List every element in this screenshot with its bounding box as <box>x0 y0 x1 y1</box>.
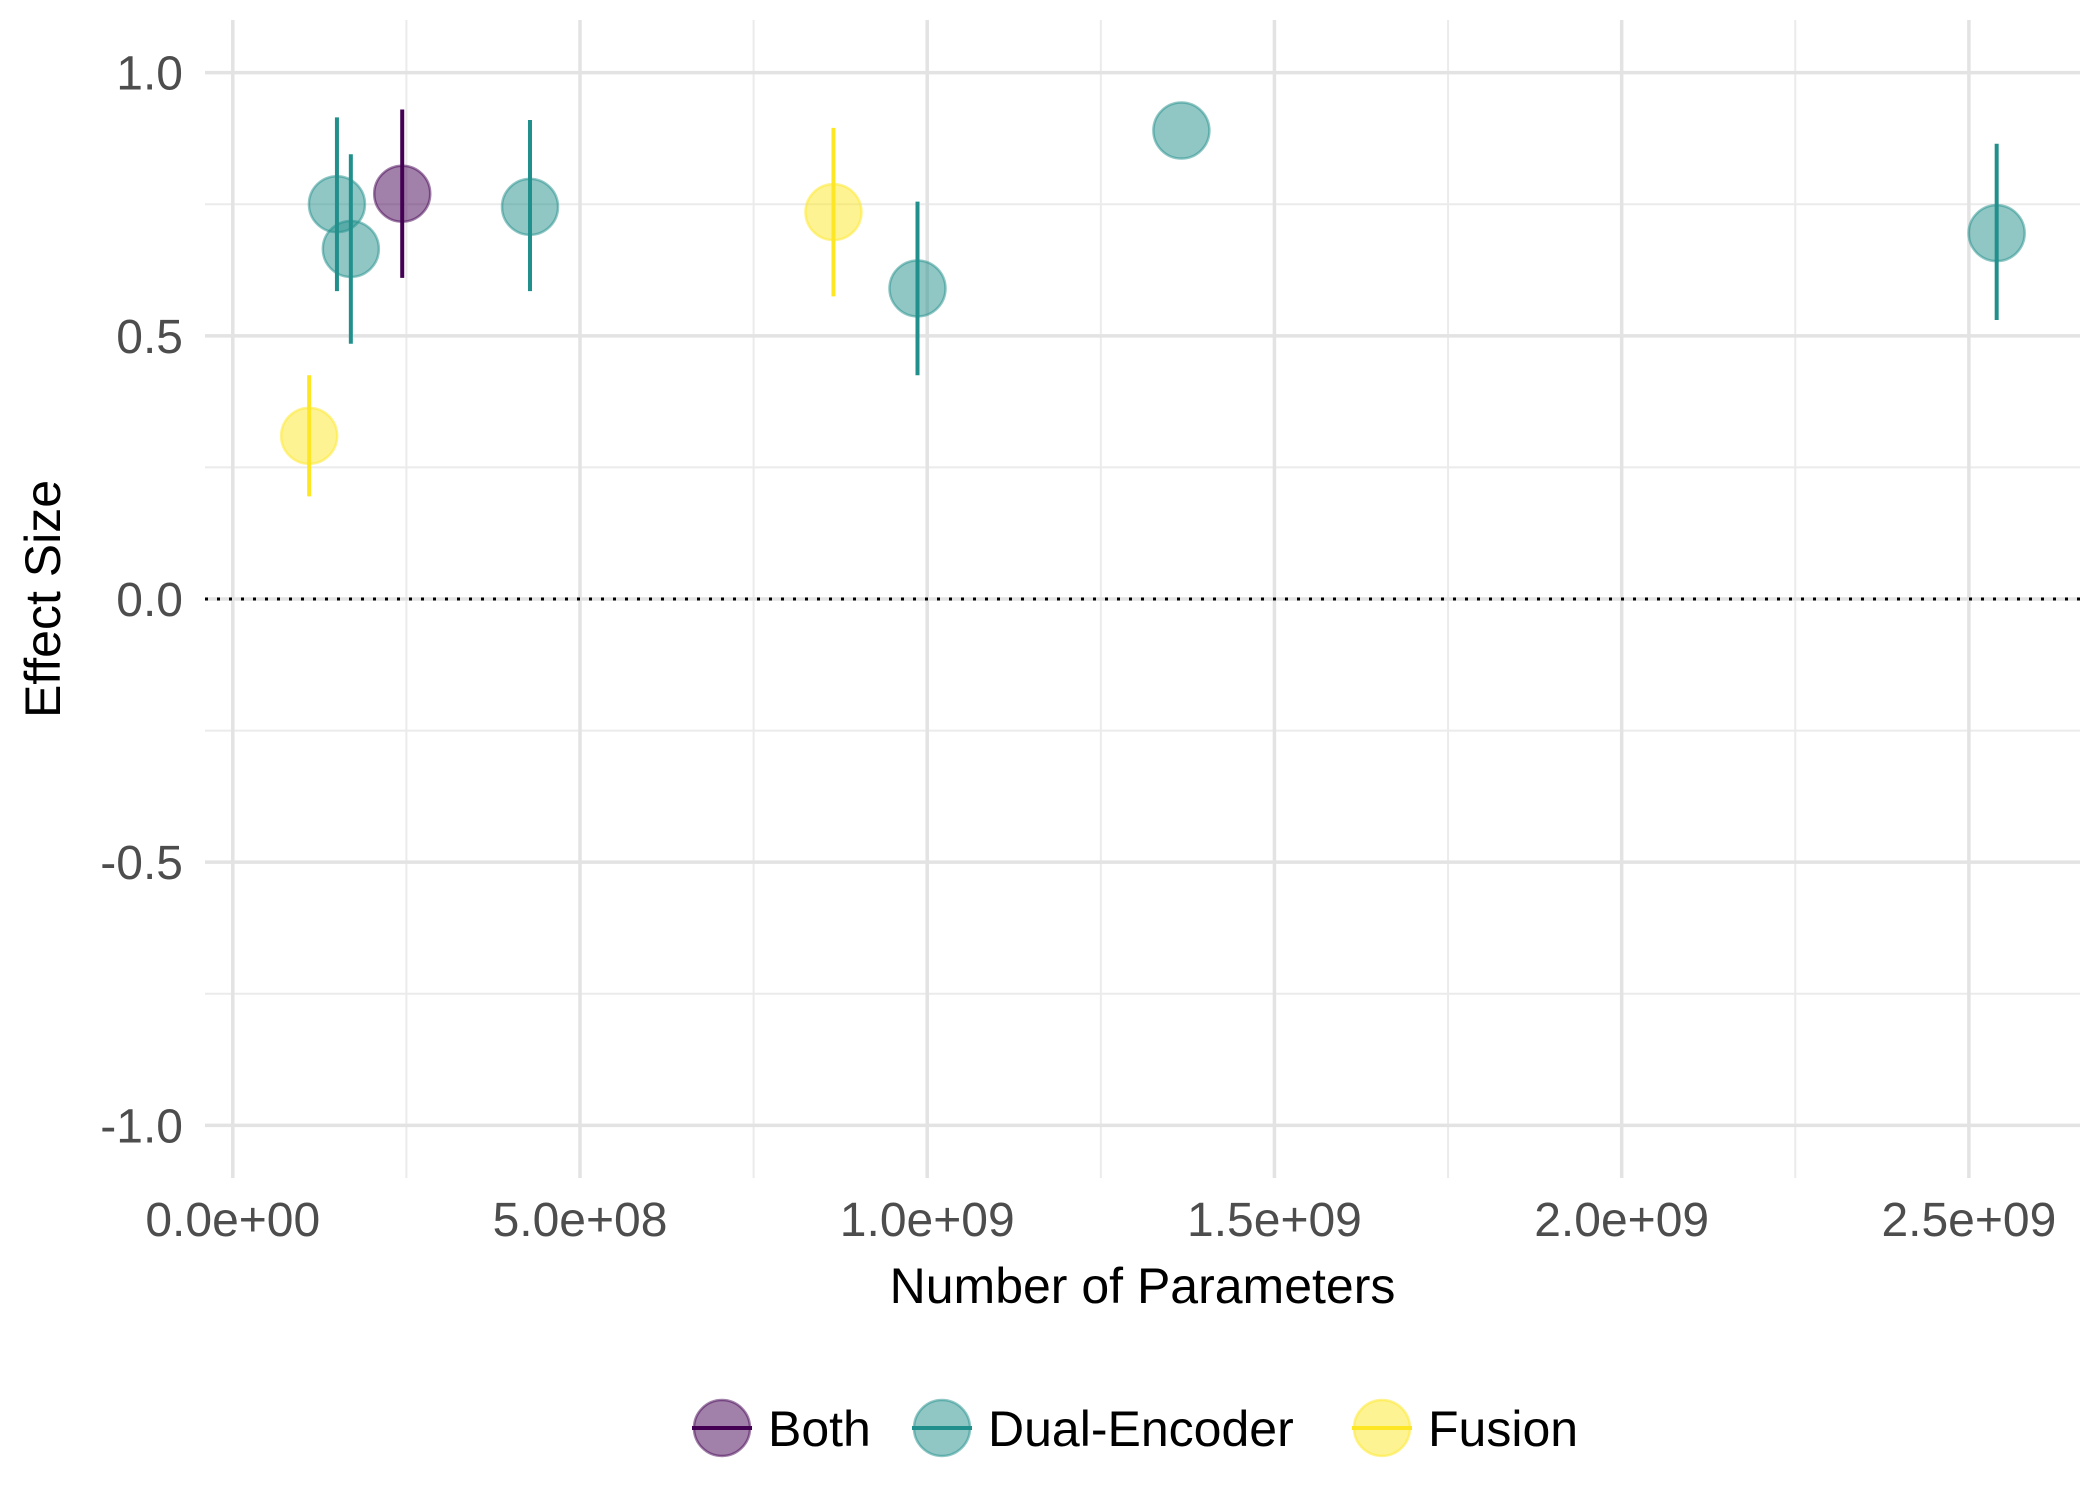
x-tick-label: 5.0e+08 <box>493 1194 668 1247</box>
y-tick-label: 0.5 <box>116 311 183 364</box>
x-tick-label: 0.0e+00 <box>145 1194 320 1247</box>
dual-encoder-point <box>1152 101 1211 160</box>
dual-encoder-point <box>500 177 560 237</box>
both-point <box>372 164 432 223</box>
data-points <box>279 101 2026 466</box>
legend-key-point <box>912 1398 972 1458</box>
legend-label: Both <box>768 1401 871 1457</box>
x-tick-label: 2.5e+09 <box>1881 1194 2056 1247</box>
dual-encoder-point <box>1967 203 2026 263</box>
fusion-point <box>804 182 863 242</box>
fusion-point <box>279 406 339 466</box>
legend-item-fusion: Fusion <box>1352 1398 1578 1458</box>
legend-key-point <box>692 1398 752 1458</box>
dual-encoder-point <box>888 259 947 318</box>
legend-label: Fusion <box>1428 1401 1578 1457</box>
y-tick-label: 1.0 <box>116 48 183 101</box>
x-axis-title: Number of Parameters <box>890 1258 1396 1314</box>
y-tick-label: 0.0 <box>116 574 183 627</box>
y-axis-ticks: 1.0 0.5 0.0 -0.5 -1.0 <box>100 48 183 1154</box>
legend: Both Dual-Encoder Fusion <box>692 1398 1578 1458</box>
dual-encoder-point <box>321 219 381 279</box>
y-axis-title: Effect Size <box>15 480 71 718</box>
y-tick-label: -1.0 <box>100 1100 183 1153</box>
legend-item-both: Both <box>692 1398 871 1458</box>
legend-key-point <box>1352 1398 1412 1458</box>
x-axis-ticks: 0.0e+00 5.0e+08 1.0e+09 1.5e+09 2.0e+09 2.5e+… <box>145 1194 2056 1247</box>
x-tick-label: 1.5e+09 <box>1187 1194 1362 1247</box>
x-tick-label: 2.0e+09 <box>1534 1194 1709 1247</box>
legend-label: Dual-Encoder <box>988 1401 1294 1457</box>
error-bars <box>307 109 1999 497</box>
x-tick-label: 1.0e+09 <box>840 1194 1015 1247</box>
legend-item-dual-encoder: Dual-Encoder <box>912 1398 1294 1458</box>
y-tick-label: -0.5 <box>100 837 183 890</box>
